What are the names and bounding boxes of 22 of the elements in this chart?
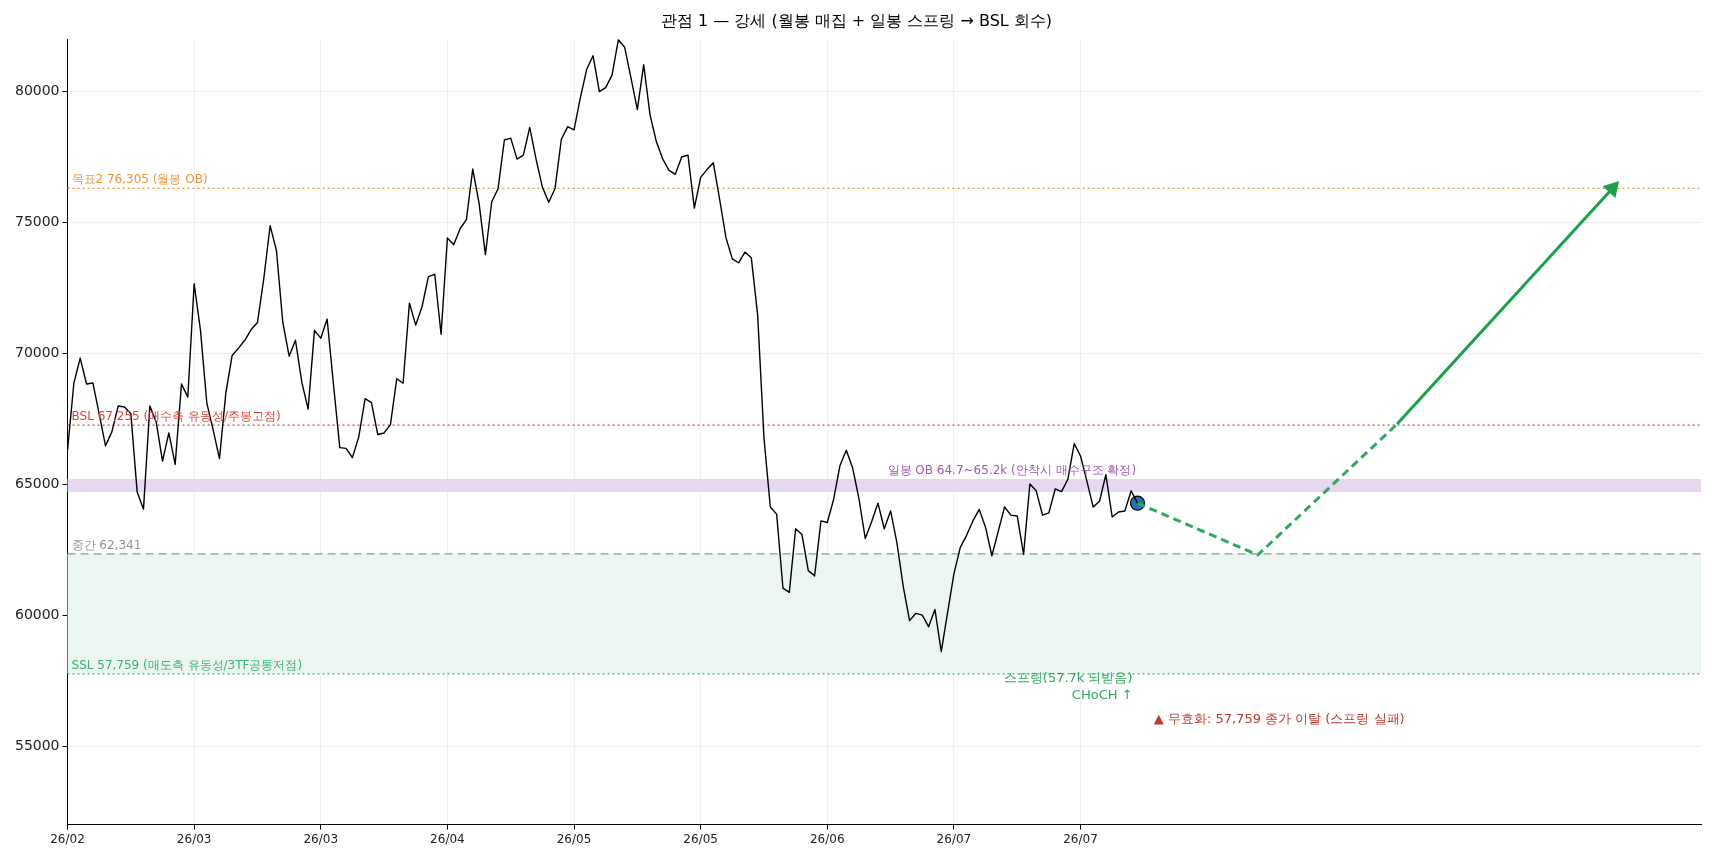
y-tick-label: 60000	[14, 605, 60, 622]
x-tick-label: 26/06	[809, 831, 845, 846]
ref-line-label: 목표2 76,305 (월봉 OB)	[71, 172, 208, 187]
ref-line-label: 중간 62,341	[71, 538, 142, 552]
x-tick-label: 26/07	[1063, 831, 1098, 846]
annotation: ▲ 무효화: 57,759 종가 이탈 (스프링 실패)	[1153, 710, 1405, 726]
y-tick-label: 65000	[14, 474, 60, 491]
y-tick-label: 55000	[14, 736, 60, 753]
y-tick-label: 75000	[14, 213, 60, 230]
x-tick-label: 26/05	[683, 831, 718, 846]
x-tick-label: 26/03	[176, 831, 212, 846]
chart-title: 관점 1 — 강세 (월봉 매집 + 일봉 스프링 → BSL 회수)	[660, 10, 1053, 30]
y-tick-label: 70000	[14, 344, 60, 360]
y-tick-label: 80000	[14, 82, 60, 99]
x-tick-label: 26/04	[430, 831, 465, 846]
annotation: CHoCH ↑	[1071, 687, 1133, 703]
ref-line-label: SSL 57,759 (매도측 유동성/3TF공통저점)	[71, 657, 303, 672]
x-tick-label: 26/05	[556, 831, 592, 846]
x-tick-label: 26/03	[303, 831, 339, 846]
x-tick-label: 26/07	[936, 831, 972, 846]
x-tick-label: 26/02	[50, 831, 85, 846]
annotation: 스프링(57.7k 되받음)	[1003, 669, 1133, 685]
